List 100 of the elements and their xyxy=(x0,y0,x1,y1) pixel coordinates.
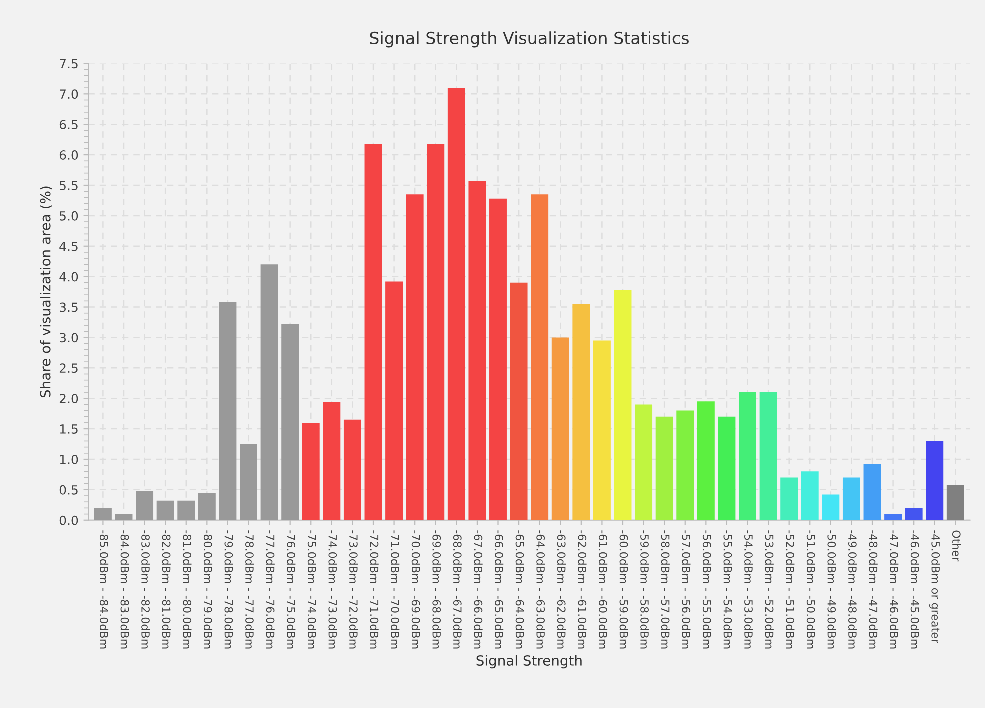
x-tick-label: -76.0dBm - -75.0dBm xyxy=(287,530,296,649)
bar xyxy=(531,194,549,520)
x-tick-label: -49.0dBm - -48.0dBm xyxy=(848,530,858,649)
bar xyxy=(718,416,736,520)
bar xyxy=(178,500,196,520)
y-tick-label: 4.5 xyxy=(60,242,78,252)
x-tick-label: -53.0dBm - -52.0dBm xyxy=(765,530,774,649)
bar xyxy=(364,144,382,520)
bar xyxy=(822,494,840,520)
bar xyxy=(406,194,424,520)
y-tick-label: 1.5 xyxy=(60,424,78,434)
bar xyxy=(780,478,798,520)
x-tick-label: -48.0dBm - -47.0dBm xyxy=(869,530,878,649)
bar xyxy=(510,282,528,520)
x-tick-label: -57.0dBm - -56.0dBm xyxy=(682,530,691,649)
bar xyxy=(801,472,819,520)
y-tick-label: 5.0 xyxy=(60,211,78,221)
bar xyxy=(552,338,570,520)
bar xyxy=(468,181,486,520)
x-tick-label: -67.0dBm - -66.0dBm xyxy=(474,530,483,649)
x-tick-label: -51.0dBm - -50.0dBm xyxy=(806,530,816,649)
x-tick-label: -46.0dBm - -45.0dBm xyxy=(910,530,920,649)
x-tick-label: -71.0dBm - -70.0dBm xyxy=(391,530,400,649)
x-tick-label: -54.0dBm - -53.0dBm xyxy=(744,530,754,649)
x-tick-label: -72.0dBm - -71.0dBm xyxy=(370,530,379,649)
bar xyxy=(219,302,237,520)
y-tick-label: 2.5 xyxy=(60,364,78,374)
x-tick-label: -47.0dBm - -46.0dBm xyxy=(890,530,899,649)
bar xyxy=(302,422,320,520)
y-tick-label: 5.5 xyxy=(60,181,78,190)
x-tick-label: -63.0dBm - -62.0dBm xyxy=(557,530,566,649)
x-tick-label: -64.0dBm - -63.0dBm xyxy=(536,530,546,649)
x-axis-title: Signal Strength xyxy=(476,655,582,669)
bar xyxy=(864,464,882,520)
x-tick-label: -50.0dBm - -49.0dBm xyxy=(828,530,836,649)
y-tick-label: 0.5 xyxy=(60,485,78,495)
y-tick-label: 1.0 xyxy=(60,454,78,464)
y-tick-label: 0.0 xyxy=(60,516,78,526)
x-tick-label: -84.0dBm - -83.0dBm xyxy=(120,530,130,649)
x-tick-label: -85.0dBm - -84.0dBm xyxy=(100,530,109,649)
y-axis-title: Share of visualization area (%) xyxy=(40,186,52,398)
bar xyxy=(946,485,964,520)
y-tick-label: 6.0 xyxy=(60,150,78,160)
bar xyxy=(427,144,445,520)
x-tick-label: -59.0dBm - -58.0dBm xyxy=(640,530,650,649)
chart-title: Signal Strength Visualization Statistics xyxy=(370,32,689,48)
x-tick-label: -68.0dBm - -67.0dBm xyxy=(453,530,462,649)
bar xyxy=(136,491,154,520)
bar xyxy=(905,508,923,520)
bar xyxy=(739,392,756,520)
bar xyxy=(593,340,611,520)
bar xyxy=(656,416,674,520)
x-tick-label: -69.0dBm - -68.0dBm xyxy=(432,530,442,649)
x-tick-label: -78.0dBm - -77.0dBm xyxy=(246,530,254,649)
x-tick-label: -52.0dBm - -51.0dBm xyxy=(786,530,795,649)
x-tick-label: -45.0dBm or greater xyxy=(930,530,940,644)
bar xyxy=(760,392,778,520)
x-tick-label: -73.0dBm - -72.0dBm xyxy=(349,530,358,649)
bar xyxy=(260,264,278,520)
bar xyxy=(676,410,694,520)
bar xyxy=(94,508,112,520)
x-tick-label: -65.0dBm - -64.0dBm xyxy=(516,530,524,649)
bar xyxy=(448,88,466,520)
x-tick-label: -58.0dBm - -57.0dBm xyxy=(661,530,670,649)
bar xyxy=(156,500,174,520)
y-tick-label: 7.0 xyxy=(60,90,78,100)
x-tick-label: -80.0dBm - -79.0dBm xyxy=(204,530,213,649)
bar xyxy=(842,478,860,520)
y-tick-label: 4.0 xyxy=(60,272,78,282)
x-tick-label: -60.0dBm - -59.0dBm xyxy=(620,530,628,649)
bar xyxy=(240,444,258,520)
y-tick-label: 3.0 xyxy=(60,333,78,343)
x-tick-label: -61.0dBm - -60.0dBm xyxy=(598,530,608,649)
bar xyxy=(490,198,507,520)
bar xyxy=(884,514,902,520)
x-tick-label: -79.0dBm - -78.0dBm xyxy=(224,530,234,649)
bar xyxy=(926,441,944,520)
x-tick-label: -66.0dBm - -65.0dBm xyxy=(495,530,504,649)
bar xyxy=(386,282,404,520)
x-tick-label: -62.0dBm - -61.0dBm xyxy=(578,530,587,649)
bar xyxy=(614,290,632,520)
bar xyxy=(323,402,341,520)
x-tick-label: -82.0dBm - -81.0dBm xyxy=(162,530,171,649)
bar xyxy=(635,404,653,520)
bar xyxy=(198,492,216,520)
y-tick-label: 7.5 xyxy=(60,59,78,69)
bar xyxy=(572,304,590,520)
x-tick-label: -56.0dBm - -55.0dBm xyxy=(702,530,712,649)
y-tick-label: 6.5 xyxy=(60,120,78,130)
x-tick-label: -77.0dBm - -76.0dBm xyxy=(266,530,275,649)
x-tick-label: -75.0dBm - -74.0dBm xyxy=(308,530,316,649)
bar xyxy=(282,324,300,520)
x-tick-label: Other xyxy=(952,530,962,562)
x-tick-label: -74.0dBm - -73.0dBm xyxy=(328,530,338,649)
x-tick-label: -55.0dBm - -54.0dBm xyxy=(724,530,732,649)
x-tick-label: -83.0dBm - -82.0dBm xyxy=(142,530,150,649)
x-tick-label: -70.0dBm - -69.0dBm xyxy=(412,530,420,649)
y-tick-label: 2.0 xyxy=(60,394,78,404)
bar xyxy=(344,420,362,520)
x-tick-label: -81.0dBm - -80.0dBm xyxy=(183,530,192,649)
